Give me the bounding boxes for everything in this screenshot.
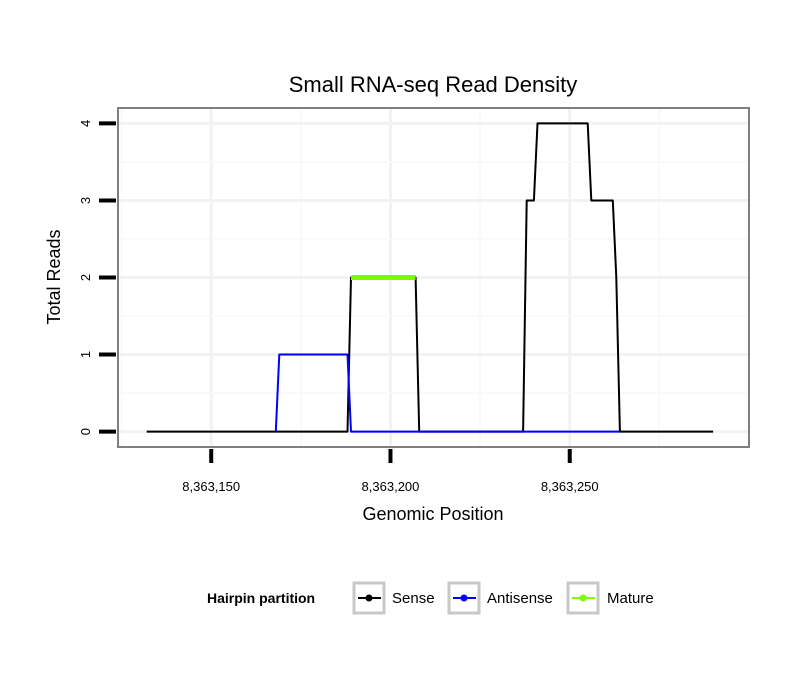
legend-item-antisense[interactable]: Antisense <box>447 581 553 615</box>
legend-dot-sense <box>365 594 373 602</box>
legend-dot-antisense <box>460 594 468 602</box>
series-line-antisense <box>274 353 620 433</box>
x-axis-title: Genomic Position <box>362 504 503 524</box>
y-tick-label-3: 3 <box>78 197 93 204</box>
chart-title: Small RNA-seq Read Density <box>289 72 578 97</box>
y-tick-label-0: 0 <box>78 428 93 435</box>
y-tick-label-2: 2 <box>78 274 93 281</box>
axes: 8,363,150 8,363,200 8,363,250 0 1 2 3 4 <box>78 120 599 494</box>
legend-dot-mature <box>579 594 587 602</box>
legend-item-mature[interactable]: Mature <box>566 581 654 615</box>
data-series <box>146 122 714 433</box>
y-axis-title: Total Reads <box>44 229 64 324</box>
legend: Hairpin partition Sense Antisense Mature <box>207 581 654 615</box>
x-tick-label-0: 8,363,150 <box>182 479 240 494</box>
legend-title: Hairpin partition <box>207 590 315 606</box>
x-tick-label-1: 8,363,200 <box>362 479 420 494</box>
legend-label-mature: Mature <box>607 590 654 607</box>
grid-lines <box>119 109 748 446</box>
legend-item-sense[interactable]: Sense <box>352 581 435 615</box>
y-tick-label-1: 1 <box>78 351 93 358</box>
legend-label-antisense: Antisense <box>487 590 553 607</box>
y-tick-label-4: 4 <box>78 120 93 127</box>
legend-label-sense: Sense <box>392 590 435 607</box>
x-tick-label-2: 8,363,250 <box>541 479 599 494</box>
